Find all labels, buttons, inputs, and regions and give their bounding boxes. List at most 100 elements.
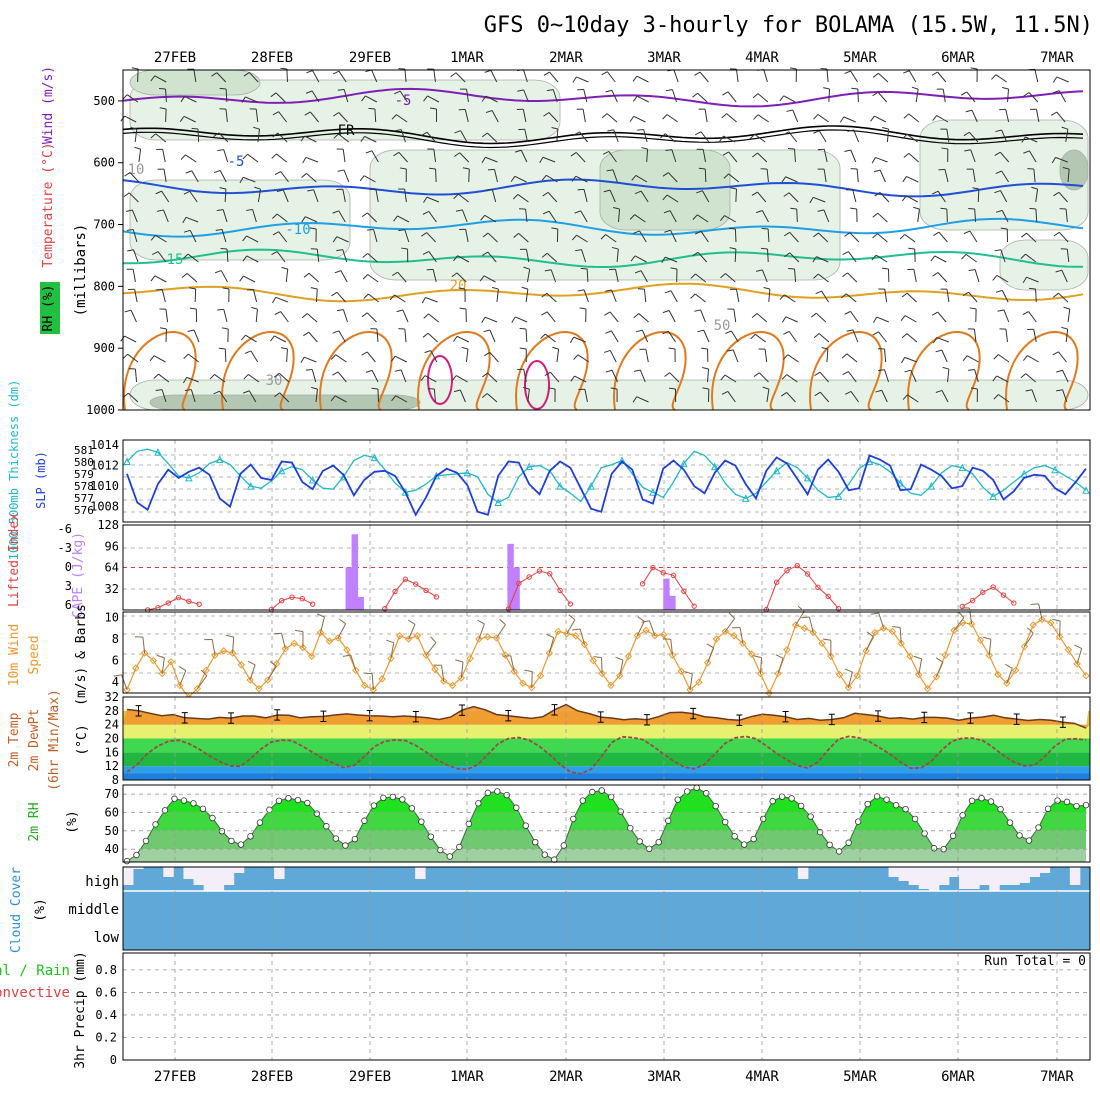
wind-barb xyxy=(364,135,377,143)
wind-barb xyxy=(636,75,649,83)
date-label-bottom: 28FEB xyxy=(251,1069,293,1085)
wind-barb-10m xyxy=(178,666,187,672)
wind-barb xyxy=(220,270,228,283)
wind-barb xyxy=(813,333,820,339)
wind-barb xyxy=(487,251,497,263)
wind-barb xyxy=(157,251,167,263)
wind-barb xyxy=(451,375,457,381)
wind-barb xyxy=(965,253,977,263)
wind-barb xyxy=(881,267,889,270)
wind-barb xyxy=(786,109,793,112)
wind-barb xyxy=(901,292,908,298)
wind-barb xyxy=(546,311,556,323)
date-label-top: 27FEB xyxy=(154,50,196,66)
temp-minmax-bar xyxy=(1013,713,1020,725)
wind-barb xyxy=(337,169,345,172)
wind-barb xyxy=(424,375,437,383)
wind-barb xyxy=(1050,111,1058,116)
wind-barb xyxy=(218,132,229,143)
ylabel-cloud-1: Cloud Cover xyxy=(9,867,24,953)
wind-barb xyxy=(704,109,708,123)
wind-barb xyxy=(313,189,319,203)
wind-barb xyxy=(639,369,646,383)
wind-barb xyxy=(586,268,589,283)
wind-barb xyxy=(161,389,167,403)
wind-barb xyxy=(974,208,977,223)
rh-point xyxy=(1073,802,1080,810)
rh-point xyxy=(1016,832,1023,839)
lifted-index-point xyxy=(557,587,563,594)
wind-barb xyxy=(308,331,318,343)
wind-barb xyxy=(543,71,550,76)
wind-barb xyxy=(427,332,439,343)
rh-point xyxy=(199,805,207,813)
thickness-marker xyxy=(463,468,472,477)
wind-barb xyxy=(878,72,889,83)
wind-barb xyxy=(813,114,819,120)
wind-barb xyxy=(611,289,617,303)
wind-barb xyxy=(662,172,669,177)
lifted-index-point xyxy=(650,564,656,571)
wind-barb xyxy=(690,293,696,299)
wind-barb xyxy=(696,190,703,194)
wind-barb xyxy=(466,89,469,103)
wind-barb xyxy=(630,255,636,262)
wind-barb xyxy=(605,234,617,243)
wind-barb xyxy=(906,195,918,203)
upper-air-panel: -5FR-5-1015203050105006007008009001000Wi… xyxy=(40,66,1091,417)
wind-barb xyxy=(932,272,939,277)
wind-barb xyxy=(394,129,402,132)
wind-barb xyxy=(872,72,879,78)
wind-barb xyxy=(311,386,318,390)
wind-barb xyxy=(583,289,589,303)
wind-barb xyxy=(524,129,529,143)
wind-barb xyxy=(483,329,491,333)
wind-barb xyxy=(359,175,365,182)
panel-frame xyxy=(122,696,1091,781)
date-label-top: 7MAR xyxy=(1040,50,1074,66)
wind-barb xyxy=(850,149,857,163)
wind-barb xyxy=(915,89,919,103)
wind-speed-point xyxy=(281,645,290,653)
wind-barb xyxy=(371,150,379,163)
wind-barb xyxy=(931,311,938,316)
wind-barb xyxy=(846,329,854,332)
wind-barb xyxy=(755,333,767,343)
wind-barb xyxy=(572,76,577,83)
wind-barb xyxy=(846,188,853,191)
wind-barb xyxy=(243,176,256,183)
wind-barb xyxy=(163,169,167,183)
wind-barb xyxy=(790,207,797,210)
wind-speed-point xyxy=(325,637,334,645)
wind-barb xyxy=(752,93,759,99)
wind-barb xyxy=(546,174,558,183)
wind-barb-10m xyxy=(847,671,853,688)
wind-barb xyxy=(281,266,288,270)
wind-barb xyxy=(900,315,906,322)
wind-barb xyxy=(226,248,229,263)
wind-speed-point xyxy=(721,627,729,636)
wind-barb xyxy=(844,310,851,315)
wind-barb xyxy=(761,269,768,283)
lifted-index-point xyxy=(536,568,543,574)
y-tick-label-right: 32 xyxy=(105,582,119,596)
wind-speed-point xyxy=(132,664,140,672)
temp-minmax-bar xyxy=(412,711,419,723)
wind-barb xyxy=(605,369,613,373)
wind-barb xyxy=(546,292,557,303)
wind-barb xyxy=(400,369,407,383)
thickness-marker xyxy=(803,473,812,482)
wind-speed-point xyxy=(642,626,650,635)
wind-barb xyxy=(635,174,648,183)
cloud-high-clear xyxy=(989,867,1000,891)
wind-barb xyxy=(391,114,397,120)
wind-barb xyxy=(457,255,470,263)
wind-barb xyxy=(197,128,200,143)
y-tick-label-right: 1010 xyxy=(90,479,119,493)
wind-barb xyxy=(219,390,228,403)
wind-barb xyxy=(936,336,949,343)
wind-barb xyxy=(853,129,860,143)
wind-barb xyxy=(454,152,460,157)
wind-barb xyxy=(970,387,978,390)
wind-barb xyxy=(393,151,400,157)
